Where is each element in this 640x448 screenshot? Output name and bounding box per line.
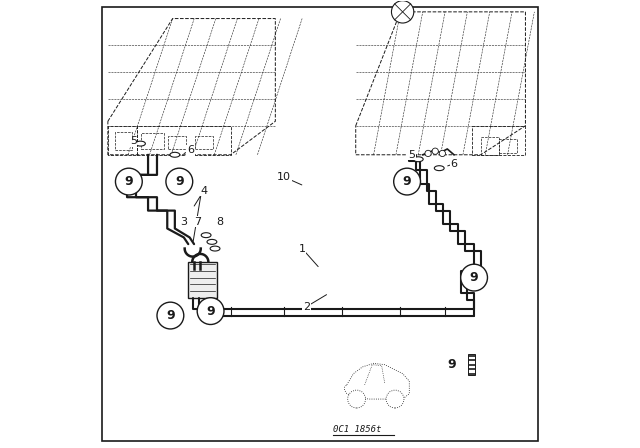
Text: 9: 9 (447, 358, 456, 371)
Bar (168, 136, 186, 149)
Text: 8: 8 (216, 217, 223, 227)
Ellipse shape (210, 246, 220, 251)
Text: 9: 9 (206, 305, 215, 318)
Circle shape (432, 148, 438, 154)
Text: 6: 6 (451, 159, 458, 169)
Circle shape (394, 168, 420, 195)
Ellipse shape (413, 157, 423, 162)
Text: 6: 6 (187, 145, 194, 155)
Text: 0C1 1856t: 0C1 1856t (333, 425, 382, 434)
Circle shape (166, 168, 193, 195)
Circle shape (461, 264, 488, 291)
Circle shape (386, 390, 404, 408)
Circle shape (439, 151, 445, 156)
Bar (481, 137, 499, 155)
Circle shape (115, 168, 142, 195)
Bar (195, 136, 213, 149)
Text: 9: 9 (470, 271, 478, 284)
Text: 9: 9 (125, 175, 133, 188)
Text: 2: 2 (303, 302, 310, 312)
Circle shape (197, 297, 224, 324)
Bar (468, 354, 475, 375)
Text: 4: 4 (200, 185, 207, 195)
Text: 7: 7 (194, 217, 201, 227)
Ellipse shape (136, 141, 145, 146)
Bar (115, 133, 132, 151)
Text: 3: 3 (180, 217, 188, 227)
Circle shape (348, 390, 365, 408)
Circle shape (425, 151, 431, 156)
Text: 5: 5 (408, 150, 415, 160)
Text: 10: 10 (277, 172, 291, 182)
Bar (499, 139, 516, 153)
Ellipse shape (170, 152, 180, 157)
Text: 1: 1 (299, 244, 306, 254)
Ellipse shape (207, 239, 217, 244)
Circle shape (157, 302, 184, 329)
Bar (472, 126, 525, 155)
Text: 9: 9 (166, 309, 175, 322)
Ellipse shape (201, 233, 211, 237)
Bar (141, 134, 164, 149)
Text: 9: 9 (403, 175, 412, 188)
Bar (188, 262, 217, 297)
Text: 5: 5 (130, 136, 137, 146)
Circle shape (392, 1, 414, 23)
Ellipse shape (435, 166, 444, 171)
Text: 9: 9 (175, 175, 184, 188)
